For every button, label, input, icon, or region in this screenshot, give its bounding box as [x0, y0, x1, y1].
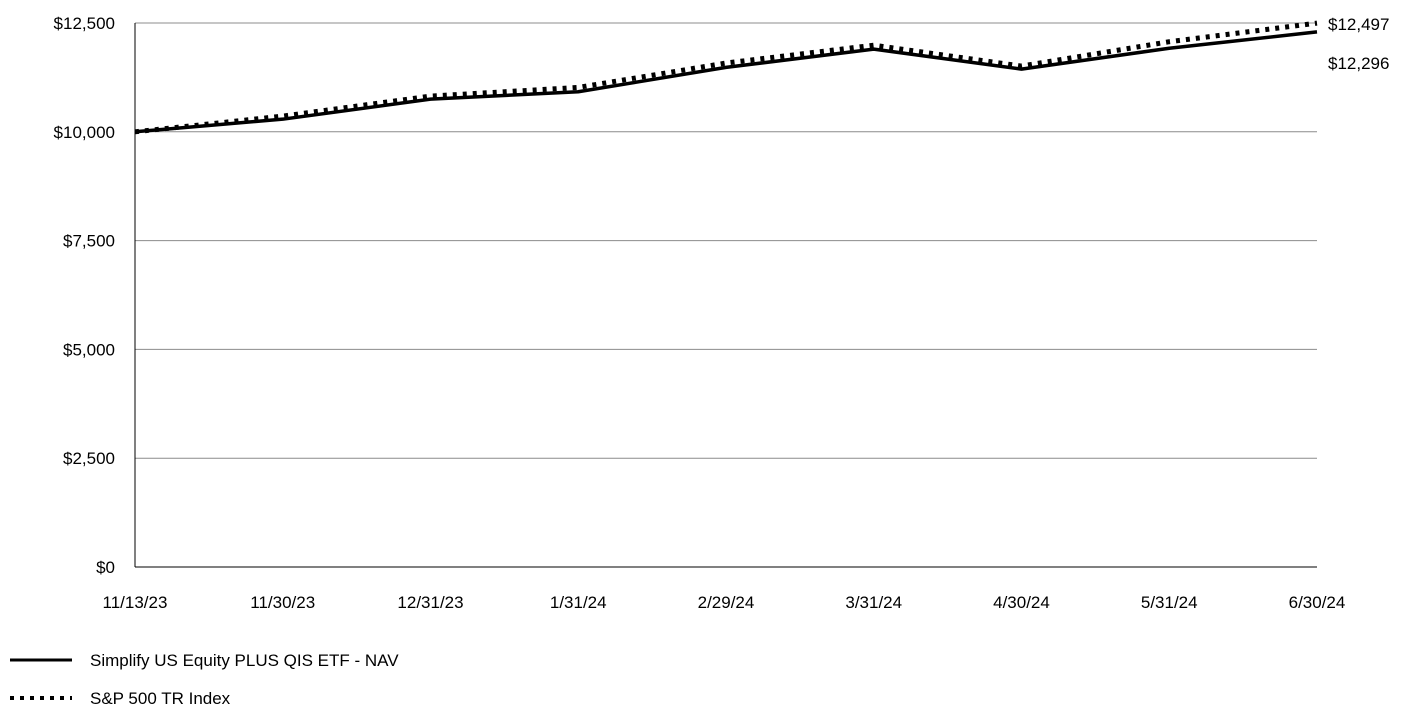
x-tick-label: 2/29/24	[698, 593, 755, 612]
x-tick-label: 11/13/23	[103, 593, 168, 612]
end-value-labels: $12,296 $12,497	[1328, 15, 1389, 73]
x-tick-label: 11/30/23	[250, 593, 315, 612]
x-tick-label: 12/31/23	[397, 593, 463, 612]
x-tick-label: 1/31/24	[550, 593, 607, 612]
series-line-sp500	[134, 20, 1318, 135]
x-tick-label: 3/31/24	[845, 593, 902, 612]
legend-label-nav: Simplify US Equity PLUS QIS ETF - NAV	[90, 651, 399, 670]
legend: Simplify US Equity PLUS QIS ETF - NAV S&…	[10, 651, 399, 707]
y-tick-label: $10,000	[54, 123, 115, 142]
y-tick-label: $0	[96, 558, 115, 577]
y-tick-label: $12,500	[54, 14, 115, 33]
end-label-nav: $12,296	[1328, 54, 1389, 73]
series-line-nav	[134, 30, 1318, 134]
x-tick-labels: 11/13/23 11/30/23 12/31/23 1/31/24 2/29/24 3/…	[103, 593, 1346, 612]
axes	[134, 23, 1317, 568]
y-tick-label: $5,000	[63, 340, 115, 359]
x-tick-label: 5/31/24	[1141, 593, 1198, 612]
x-tick-label: 4/30/24	[993, 593, 1050, 612]
x-tick-label: 6/30/24	[1289, 593, 1346, 612]
y-tick-label: $2,500	[63, 449, 115, 468]
series-lines	[134, 20, 1318, 135]
y-tick-label: $7,500	[63, 232, 115, 251]
legend-label-sp500: S&P 500 TR Index	[90, 689, 231, 707]
end-label-sp500: $12,497	[1328, 15, 1389, 34]
gridlines	[135, 22, 1317, 459]
y-tick-labels: $0 $2,500 $5,000 $7,500 $10,000 $12,500	[54, 14, 115, 577]
